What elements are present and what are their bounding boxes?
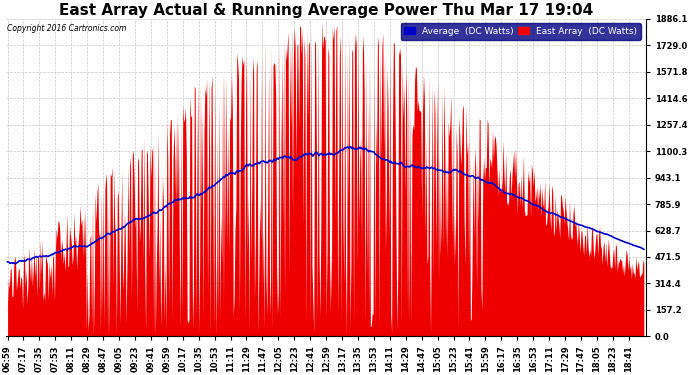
Title: East Array Actual & Running Average Power Thu Mar 17 19:04: East Array Actual & Running Average Powe…: [59, 3, 593, 18]
Text: Copyright 2016 Cartronics.com: Copyright 2016 Cartronics.com: [7, 24, 126, 33]
Legend: Average  (DC Watts), East Array  (DC Watts): Average (DC Watts), East Array (DC Watts…: [401, 24, 641, 40]
